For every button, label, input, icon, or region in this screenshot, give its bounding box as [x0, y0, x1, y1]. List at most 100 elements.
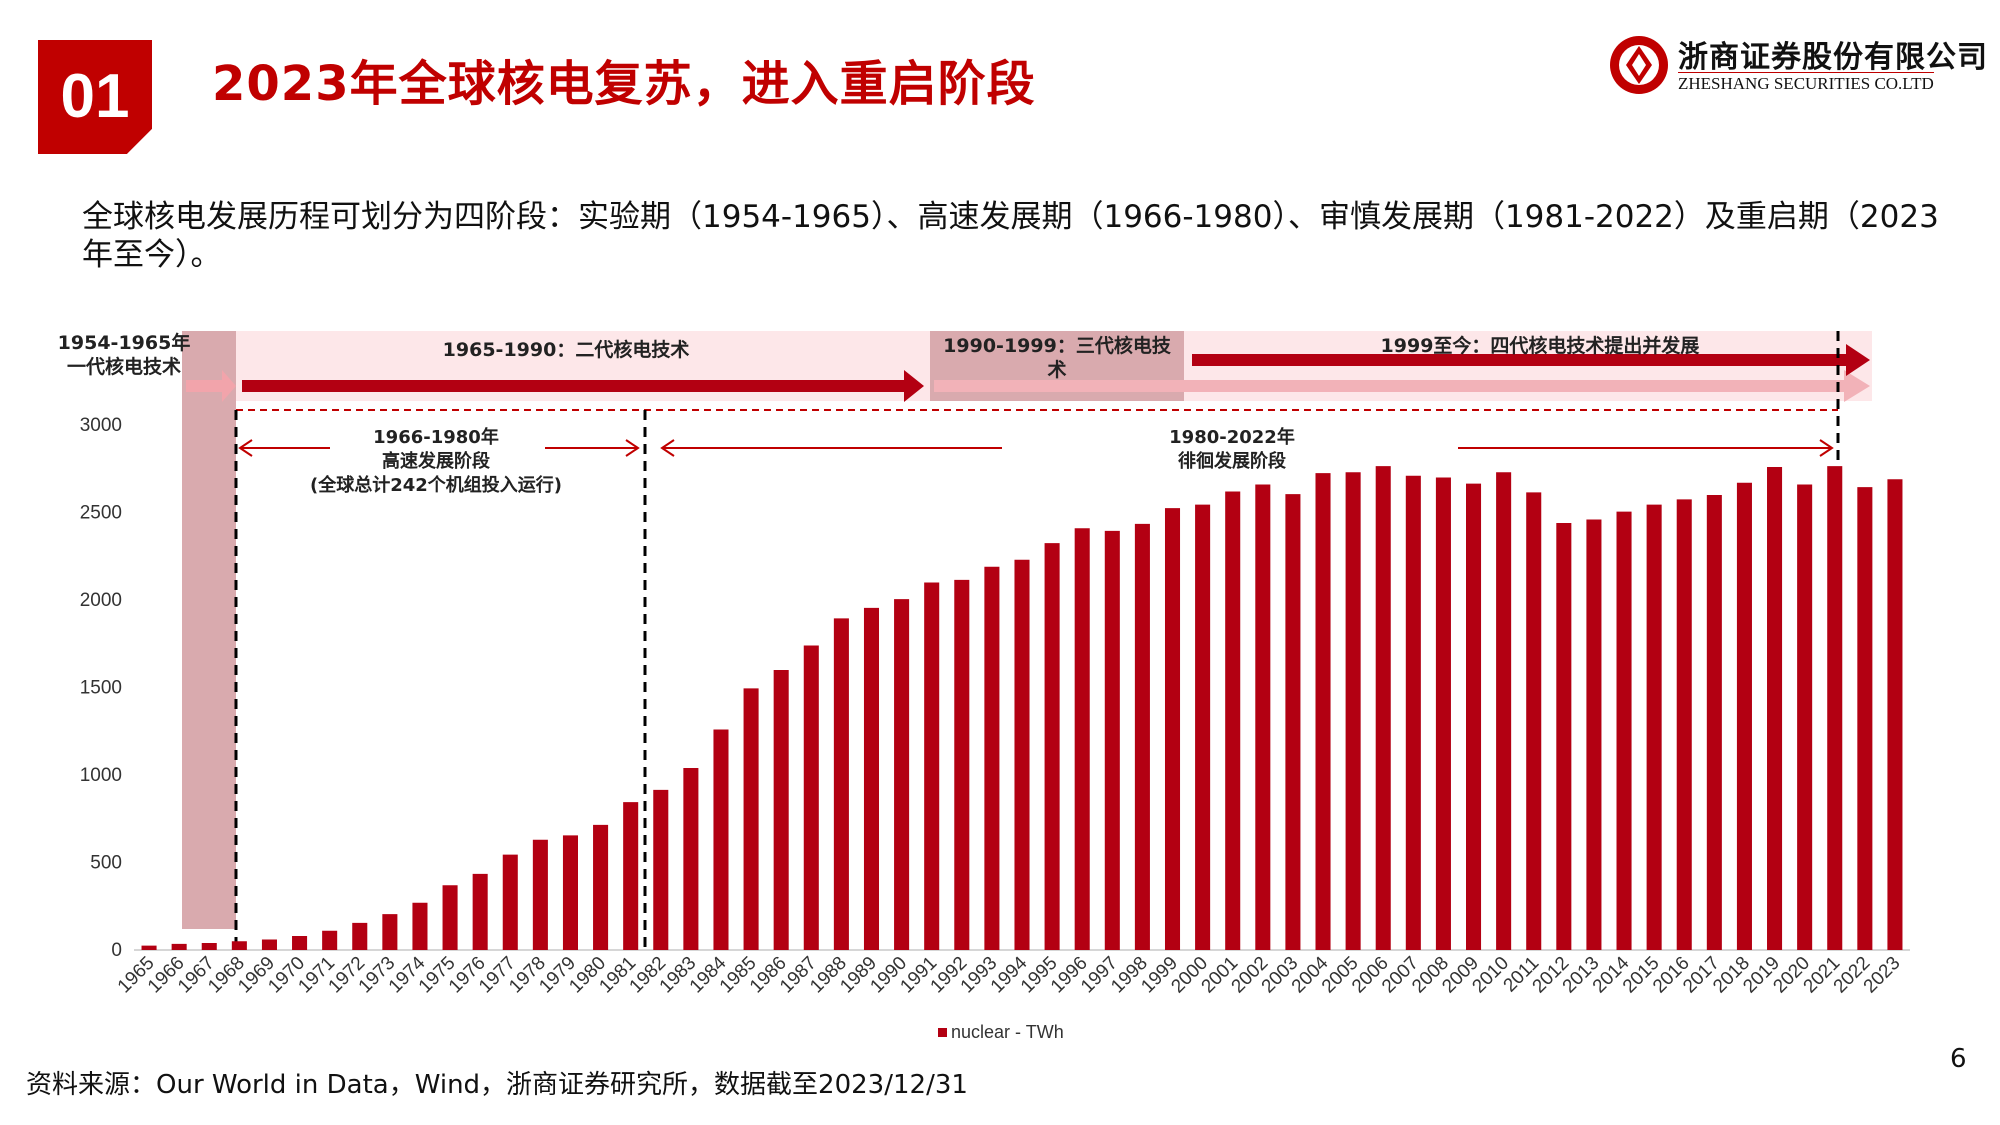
bar-2005 — [1345, 472, 1361, 950]
bar-1974 — [412, 902, 428, 950]
y-tick-label: 1500 — [80, 678, 122, 699]
bar-2017 — [1706, 495, 1722, 950]
bar-1989 — [863, 607, 880, 950]
bar-2020 — [1797, 484, 1813, 950]
rapid-line1: 1966-1980年 — [373, 426, 499, 448]
bar-2023 — [1887, 479, 1903, 950]
y-tick-label: 2500 — [80, 503, 122, 524]
gen1-arrow — [186, 370, 236, 402]
bar-1966 — [171, 943, 187, 950]
company-logo: 浙商证券股份有限公司 ZHESHANG SECURITIES CO.LTD — [1608, 32, 1987, 102]
bar-2021 — [1827, 466, 1843, 950]
bar-1965 — [141, 945, 157, 950]
bar-1979 — [562, 835, 578, 950]
bar-2008 — [1435, 477, 1451, 950]
section-number-badge: 01 — [38, 40, 152, 154]
bar-1977 — [502, 854, 518, 950]
gen1-band — [182, 331, 236, 929]
wander-line2: 徘徊发展阶段 — [1178, 450, 1287, 472]
intro-text: 全球核电发展历程可划分为四阶段：实验期（1954-1965）、高速发展期（196… — [82, 199, 1939, 273]
gen2-arrow — [242, 370, 924, 402]
bar-1969 — [261, 939, 277, 950]
bar-2014 — [1616, 511, 1632, 950]
legend-label: nuclear - TWh — [951, 1022, 1064, 1042]
bar-2019 — [1767, 467, 1783, 950]
bar-1985 — [743, 688, 759, 950]
gen4-label: 1999至今：四代核电技术提出并发展 — [1381, 334, 1700, 357]
bar-1987 — [803, 645, 819, 950]
bar-1997 — [1104, 530, 1120, 950]
bar-1971 — [322, 930, 338, 950]
gen3-label: 1990-1999：三代核电技术 — [943, 334, 1172, 381]
gen3-arrow — [934, 370, 1870, 402]
bar-1967 — [201, 943, 217, 950]
gen1-label: 1954-1965年一代核电技术 — [58, 331, 191, 378]
bar-2003 — [1285, 494, 1301, 950]
y-tick-label: 3000 — [80, 415, 122, 436]
nuclear-generation-chart: 1954-1965年一代核电技术 1965-1990：二代核电技术 1990-1… — [58, 331, 1910, 1042]
page-number: 6 — [1950, 1044, 1967, 1074]
bar-2018 — [1736, 482, 1752, 950]
logo-english-name: ZHESHANG SECURITIES CO.LTD — [1678, 72, 1934, 93]
wander-annotation: 1980-2022年徘徊发展阶段 — [1169, 426, 1295, 472]
rapid-range-arrows — [238, 439, 1834, 457]
bar-1986 — [773, 670, 789, 950]
bar-1991 — [924, 582, 940, 950]
bar-1975 — [442, 885, 458, 950]
gen1-label-line2: 一代核电技术 — [67, 355, 181, 378]
y-tick-label: 2000 — [80, 590, 122, 611]
gen2-label: 1965-1990：二代核电技术 — [443, 338, 690, 361]
slide-title: 2023年全球核电复苏，进入重启阶段 — [212, 56, 1036, 112]
bar-2013 — [1586, 519, 1602, 950]
bar-1994 — [1014, 559, 1030, 950]
y-tick-label: 1000 — [80, 765, 122, 786]
bar-1978 — [532, 839, 548, 950]
rapid-line3: (全球总计242个机组投入运行) — [310, 474, 562, 496]
bar-2002 — [1255, 484, 1271, 950]
bar-1981 — [623, 802, 639, 950]
zheshang-logo-icon — [1610, 36, 1668, 94]
bar-1998 — [1134, 523, 1150, 950]
bar-1984 — [713, 729, 729, 950]
gen3-label-line2: 术 — [1047, 359, 1066, 381]
bar-1993 — [984, 566, 1000, 950]
bar-1988 — [833, 618, 849, 950]
y-tick-label: 500 — [90, 853, 122, 874]
bar-2011 — [1526, 492, 1542, 950]
bar-2016 — [1676, 499, 1692, 950]
bar-2022 — [1857, 487, 1873, 950]
bar-1999 — [1164, 508, 1181, 950]
bar-1973 — [382, 914, 398, 950]
bar-1972 — [352, 922, 368, 950]
bar-2009 — [1466, 483, 1482, 950]
bar-1968 — [231, 941, 247, 950]
bar-1990 — [894, 599, 910, 950]
bar-2004 — [1315, 473, 1331, 950]
bar-1996 — [1074, 528, 1090, 950]
rapid-annotation: 1966-1980年高速发展阶段(全球总计242个机组投入运行) — [310, 426, 562, 496]
bar-2007 — [1405, 475, 1421, 950]
legend-swatch — [938, 1028, 947, 1037]
bar-1980 — [593, 824, 609, 950]
wander-line1: 1980-2022年 — [1169, 426, 1295, 448]
bar-2010 — [1496, 472, 1512, 950]
logo-chinese-name: 浙商证券股份有限公司 — [1678, 40, 1988, 75]
source-note: 资料来源：Our World in Data，Wind，浙商证券研究所，数据截至… — [26, 1070, 968, 1100]
bar-2006 — [1375, 466, 1391, 950]
bar-1976 — [472, 873, 488, 950]
y-tick-label: 0 — [111, 940, 122, 961]
gen1-label-line1: 1954-1965年 — [58, 331, 191, 354]
bar-series — [141, 466, 1903, 950]
bar-2015 — [1646, 504, 1662, 950]
bar-2001 — [1225, 491, 1241, 950]
bar-1970 — [292, 936, 308, 950]
bar-2012 — [1556, 523, 1572, 950]
gen4-arrow — [1192, 344, 1870, 376]
rapid-line2: 高速发展阶段 — [382, 450, 491, 472]
bar-1982 — [653, 789, 669, 950]
bar-1995 — [1044, 543, 1060, 950]
x-axis: 1965196619671968196919701971197219731974… — [114, 952, 1905, 997]
x-tick-label: 2023 — [1860, 953, 1905, 998]
bar-2000 — [1195, 504, 1211, 950]
bar-1992 — [954, 579, 970, 950]
